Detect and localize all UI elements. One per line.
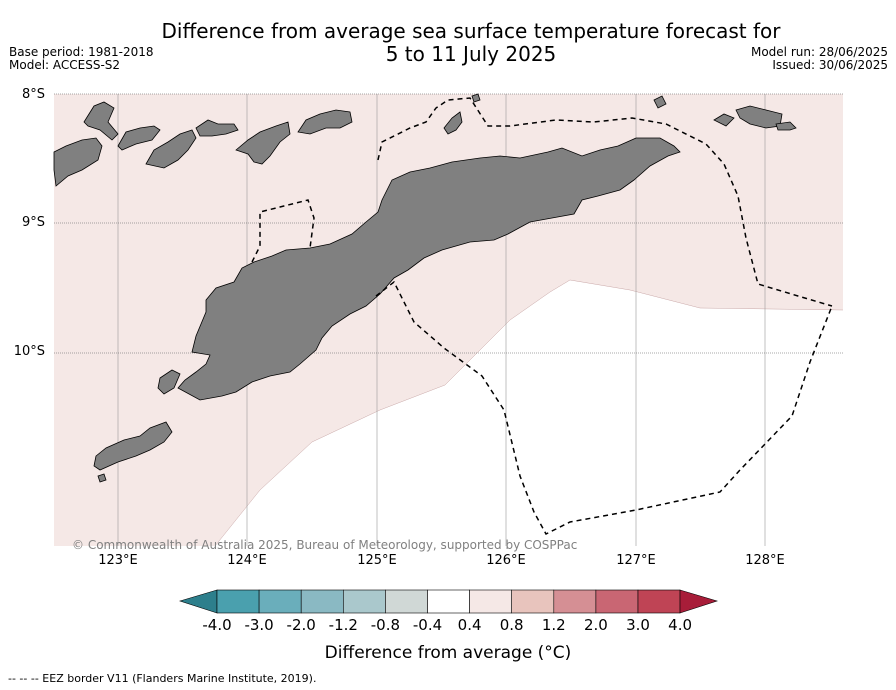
colorbar-cell — [637, 589, 681, 614]
base-period: Base period: 1981-2018 — [9, 45, 154, 59]
meta-left: Base period: 1981-2018 Model: ACCESS-S2 — [9, 46, 154, 72]
eez-legend-footnote: -- -- -- EEZ border V11 (Flanders Marine… — [8, 672, 317, 685]
land — [53, 93, 797, 483]
colorbar-tick-label: -3.0 — [244, 616, 274, 634]
colorbar-cell — [258, 589, 302, 614]
model-name: Model: ACCESS-S2 — [9, 58, 121, 72]
copyright-notice: © Commonwealth of Australia 2025, Bureau… — [72, 538, 578, 552]
colorbar-left-arrow — [178, 589, 218, 614]
graticule — [117, 94, 766, 546]
colorbar-cell — [511, 589, 555, 614]
eez-border-oecusse — [251, 199, 315, 263]
colorbar-tick-label: -1.2 — [328, 616, 358, 634]
colorbar-cells — [216, 589, 681, 614]
colorbar-cell — [553, 589, 597, 614]
rote-island — [93, 421, 173, 471]
colorbar-tick-label: 3.0 — [626, 616, 650, 634]
alor-island — [195, 119, 239, 137]
colorbar-cell — [595, 589, 639, 614]
model-run: Model run: 28/06/2025 — [750, 45, 888, 59]
jaco-islet — [471, 93, 481, 103]
lon-label-125e: 125°E — [357, 553, 397, 568]
chart-title: Difference from average sea surface temp… — [120, 20, 822, 66]
flores-island — [53, 137, 103, 187]
colorbar-tick-label: 0.4 — [457, 616, 482, 634]
colorbar-tick-label: -4.0 — [202, 616, 232, 634]
wetar-island — [297, 109, 353, 135]
lon-label-123e: 123°E — [98, 553, 138, 568]
lat-label-9s: 9°S — [21, 215, 45, 230]
title-line-2: 5 to 11 July 2025 — [385, 42, 557, 66]
colorbar-tick-label: 0.8 — [499, 616, 524, 634]
colorbar-tick-label: 1.2 — [541, 616, 566, 634]
eez-borders — [251, 97, 833, 535]
colorbar-tick-label: 4.0 — [668, 616, 693, 634]
timor-island — [177, 137, 681, 401]
lon-label-127e: 127°E — [616, 553, 656, 568]
colorbar-tick-label: -2.0 — [286, 616, 316, 634]
babar-islet — [653, 95, 667, 109]
colorbar-tick-label: -0.8 — [370, 616, 401, 634]
colorbar-cell — [385, 589, 428, 614]
lon-label-124e: 124°E — [227, 553, 267, 568]
colorbar-cell — [469, 589, 513, 614]
colorbar-right-arrow — [679, 589, 719, 614]
colorbar — [178, 589, 719, 614]
leti-islet — [713, 113, 735, 127]
colorbar-cell — [300, 589, 344, 614]
warm-anomaly-edge — [214, 279, 844, 547]
kisar-islet — [443, 111, 463, 135]
colorbar-cell — [216, 589, 260, 614]
meta-right: Model run: 28/06/2025 Issued: 30/06/2025 — [751, 46, 888, 72]
title-line-1: Difference from average sea surface temp… — [161, 19, 781, 43]
colorbar-label: Difference from average (°C) — [324, 643, 572, 663]
islet-northwest-1 — [83, 101, 119, 141]
lat-label-8s: 8°S — [21, 87, 45, 102]
colorbar-cell — [427, 589, 470, 614]
eastern-islet — [775, 121, 797, 131]
lon-label-126e: 126°E — [486, 553, 526, 568]
warm-anomaly-region — [54, 94, 843, 546]
issued-date: Issued: 30/06/2025 — [772, 58, 888, 72]
atauro-region-island — [235, 121, 291, 165]
colorbar-tick-label: 2.0 — [583, 616, 608, 634]
lat-label-10s: 10°S — [13, 344, 45, 359]
ndao-islet — [97, 473, 107, 483]
colorbar-cell — [342, 589, 386, 614]
lembata-island — [117, 125, 161, 151]
semau-islet — [157, 369, 181, 395]
colorbar-tick-label: -0.4 — [412, 616, 443, 634]
lon-label-128e: 128°E — [745, 553, 785, 568]
pantar-island — [145, 129, 197, 169]
